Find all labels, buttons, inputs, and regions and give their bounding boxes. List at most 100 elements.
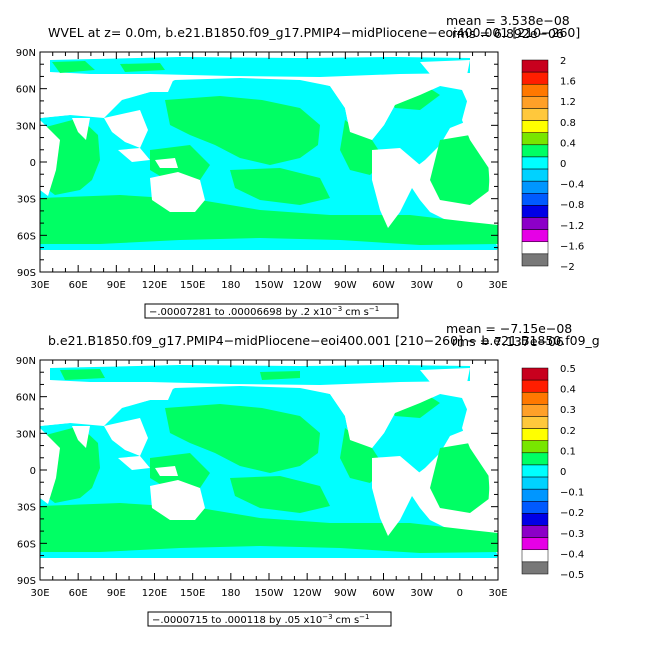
lon-tick-label: 90E [107, 280, 126, 291]
lon-tick-label: 150E [180, 588, 205, 599]
colorbar-label: −0.5 [560, 570, 584, 581]
land-greenland [420, 60, 470, 86]
lon-tick-label: 0 [457, 588, 463, 599]
arctic-ocean [50, 365, 470, 385]
lon-tick-label: 90E [107, 588, 126, 599]
green-patch [150, 453, 210, 490]
colorbar-box [521, 416, 549, 429]
colorbar-label: 0.4 [560, 138, 576, 149]
lon-tick-label: 0 [457, 280, 463, 291]
green-patch [165, 404, 320, 473]
rms-label: rms = 7.137e−06 [452, 334, 564, 349]
mean-label: mean = 3.538e−08 [446, 13, 570, 28]
contour-info-frame [147, 611, 392, 627]
lat-tick-label: 60S [17, 539, 36, 550]
colorbar-box [521, 217, 549, 230]
green-patch [430, 135, 490, 205]
colorbar-label: −0.4 [560, 180, 584, 191]
arctic-green [52, 61, 165, 73]
colorbar: 0.5 0.4 0.3 0.2 0.1 0 −0.1 −0.2 −0.3 −0.4 −0.5 [521, 364, 584, 581]
lon-tick-label: 30E [488, 588, 507, 599]
contour-info-exp: −3 [332, 305, 342, 313]
colorbar-box [521, 120, 549, 133]
colorbar-box [521, 168, 549, 182]
land-indonesia [118, 456, 178, 476]
colorbar-box [521, 193, 549, 206]
contour-info-range: −.0000715 to .000118 by .05 x10 [152, 615, 322, 626]
lon-tick-label: 60E [69, 280, 88, 291]
contour-info-frame [144, 303, 399, 319]
land-africa [40, 428, 60, 504]
lon-tick-label: 120E [142, 588, 167, 599]
green-patch [165, 96, 320, 165]
colorbar-box [521, 59, 549, 73]
lon-tick-label: 30E [488, 280, 507, 291]
green-patch [430, 443, 490, 513]
colorbar-box [521, 241, 549, 255]
colorbar-label: −2 [560, 262, 575, 273]
colorbar-label: −1.6 [560, 241, 584, 252]
lon-tick-label: 60W [372, 280, 395, 291]
rms-label: rms = 6.892e−06 [452, 26, 564, 41]
panel-lower: b.e21.B1850.f09_g17.PMIP4−midPliocene−eo… [16, 321, 600, 627]
colorbar-label: 0.5 [560, 364, 576, 375]
land [40, 60, 498, 272]
green-patch [40, 195, 498, 245]
panel-title: b.e21.B1850.f09_g17.PMIP4−midPliocene−eo… [48, 333, 600, 348]
lon-tick-label: 30E [30, 588, 49, 599]
contour-info-box: −.00007281 to .00006698 by .2 x10−3 cm s−… [144, 303, 399, 319]
green-patch [230, 168, 330, 205]
lon-tick-label: 60W [372, 588, 395, 599]
land-eurasia [40, 76, 175, 118]
lon-tick-label: 150W [255, 588, 284, 599]
lat-tick-label: 90S [17, 576, 36, 587]
lat-tick-label: 30S [17, 195, 36, 206]
colorbar-label: −1.2 [560, 221, 584, 232]
contour-info-units: cm s [336, 615, 360, 626]
land-eurasia [40, 384, 175, 426]
lon-tick-label: 90W [334, 588, 357, 599]
colorbar-label: 0.8 [560, 118, 576, 129]
lat-tick-label: 30S [17, 503, 36, 514]
colorbar-box [521, 561, 549, 575]
colorbar-box [521, 391, 549, 405]
colorbar-label: 0.3 [560, 405, 576, 416]
lat-tick-label: 0 [30, 466, 36, 477]
colorbar-box [521, 71, 549, 85]
lon-tick-label: 30E [30, 280, 49, 291]
colorbar-label: −0.1 [560, 488, 584, 499]
lat-tick-label: 90N [16, 356, 36, 367]
colorbar-box [521, 144, 549, 158]
land-greenland [420, 368, 470, 394]
colorbar-box [521, 501, 549, 514]
colorbar-box [521, 537, 549, 551]
colorbar-label: 0 [560, 159, 566, 170]
lon-tick-label: 180 [221, 280, 240, 291]
contour-info-text: −.00007281 to .00006698 by .2 x10−3 cm s−… [149, 305, 379, 318]
land-northamerica [300, 76, 440, 140]
colorbar-box [521, 132, 549, 146]
land-southasia [72, 110, 148, 148]
land-australia [150, 172, 205, 212]
colorbar: 2 1.6 1.2 0.8 0.4 0 −0.4 −0.8 −1.2 −1.6 −2 [521, 56, 584, 273]
green-patch [40, 503, 498, 553]
contour-info-units-exp: −1 [359, 613, 369, 621]
colorbar-label: 2 [560, 56, 566, 67]
colorbar-box [521, 452, 549, 466]
lon-tick-label: 90W [334, 280, 357, 291]
colorbar-box [521, 379, 549, 393]
land-southamerica [372, 148, 420, 228]
colorbar-box [521, 229, 549, 243]
colorbar-box [521, 476, 549, 490]
arctic-ocean [50, 57, 470, 77]
land-southamerica [372, 456, 420, 536]
colorbar-box [521, 513, 549, 526]
colorbar-box [521, 205, 549, 218]
green-patch [150, 145, 210, 182]
contour-info-exp: −3 [322, 613, 332, 621]
colorbar-label: 0.1 [560, 446, 576, 457]
